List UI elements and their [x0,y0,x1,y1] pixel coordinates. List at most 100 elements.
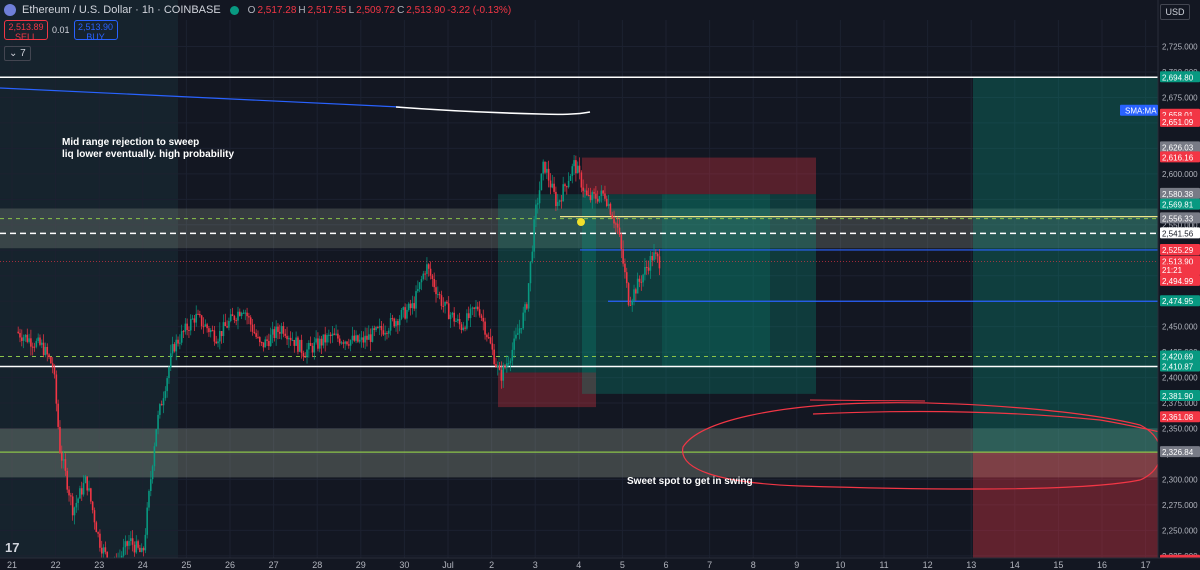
price-label-bg [1160,390,1200,402]
candle-body [348,344,350,346]
candle-body [587,195,590,197]
candle-body [33,346,36,348]
candle-body [50,357,52,364]
candle-body [475,306,477,309]
candle-body [95,522,98,533]
price-label-bg [1160,198,1200,210]
candle-body [222,322,225,337]
candle-body [391,318,394,320]
candle-body [647,267,650,271]
currency-selector[interactable]: USD [1160,4,1190,20]
candle-body [191,318,194,320]
candle-body [366,335,368,340]
buy-button[interactable]: 2,513.90 BUY [73,20,118,42]
candle-body [360,337,363,340]
candle-body [504,366,506,368]
candle-body [596,198,599,202]
time-tick-label: 4 [576,560,581,570]
candle-body [447,303,450,320]
candle-body [513,338,515,350]
candle-body [175,339,178,352]
candle-body [409,303,412,309]
time-tick-label: 28 [312,560,322,570]
candle-body [266,339,268,341]
annotation-mid-range[interactable]: Mid range rejection to sweep liq lower e… [62,137,234,161]
candle-body [302,353,305,357]
candle-body [607,203,610,207]
price-tick-label: 2,275.000 [1162,501,1198,510]
candle-body [77,498,79,503]
candle-body [48,354,50,358]
candle-body [311,345,314,353]
candle-body [491,343,494,350]
price-tick-label: 2,375.000 [1162,399,1198,408]
candle-body [604,193,606,199]
candle-body [571,166,574,176]
candle-body [309,342,312,346]
candle-body [589,195,592,201]
candle-body [367,334,370,340]
price-label-text: 2,694.80 [1162,73,1194,82]
spread-value: 0.01 [52,25,70,35]
candle-body [206,324,208,329]
annotation-sweet-spot[interactable]: Sweet spot to get in swing [627,476,753,487]
candle-body [120,555,123,559]
ethereum-icon [4,4,16,16]
candle-body [389,318,392,331]
buy-price: 2,513.90 [78,22,114,32]
price-tick-label: 2,400.000 [1162,374,1198,383]
candle-body [351,335,354,341]
candle-body [622,249,624,264]
candle-body [22,337,25,341]
price-label-text: 2,494.99 [1162,277,1194,286]
candle-body [417,289,419,292]
candle-body [189,319,192,331]
candle-body [144,534,147,551]
candle-body [578,165,581,173]
price-label-text: 2,513.90 [1162,258,1194,267]
candle-body [286,335,288,340]
candle-body [93,510,96,523]
price-label-text: 2,658.01 [1162,111,1194,120]
candle-body [284,333,287,336]
sell-button[interactable]: 2,513.89 SELL [4,20,48,42]
candle-body [451,312,454,315]
candle-body [458,319,461,325]
candle-body [520,328,523,330]
price-label-bg [1160,243,1200,255]
price-label-bg [1160,212,1200,224]
candle-body [186,323,188,331]
candle-body [66,470,69,490]
candle-body [135,541,138,553]
market-open-icon [229,5,239,15]
price-label-text: 2,626.03 [1162,143,1194,152]
candle-body [478,309,481,316]
candle-body [511,349,514,361]
candle-body [377,327,379,329]
candle-body [46,346,49,355]
symbol-title[interactable]: Ethereum / U.S. Dollar · 1h · COINBASE [22,4,221,16]
candle-body [346,341,348,345]
candle-body [585,190,588,196]
candle-body [318,338,321,349]
candle-body [533,219,535,252]
candle-body [526,304,528,309]
candle-body [635,289,637,294]
candle-body [19,332,21,338]
candle-body [137,541,139,548]
price-label-text: 2,410.87 [1162,363,1194,372]
candle-body [595,193,597,199]
candle-body [59,426,61,453]
price-label-text: 2,381.90 [1162,392,1194,401]
candle-body [418,282,421,290]
indicators-toggle[interactable]: ⌄ 7 [4,46,31,61]
candle-body [342,342,345,344]
candle-body [435,287,437,295]
sweet-spot-arrow-line [812,410,1161,433]
candle-body [300,339,303,354]
candle-body [620,234,623,250]
candle-body [556,202,559,207]
